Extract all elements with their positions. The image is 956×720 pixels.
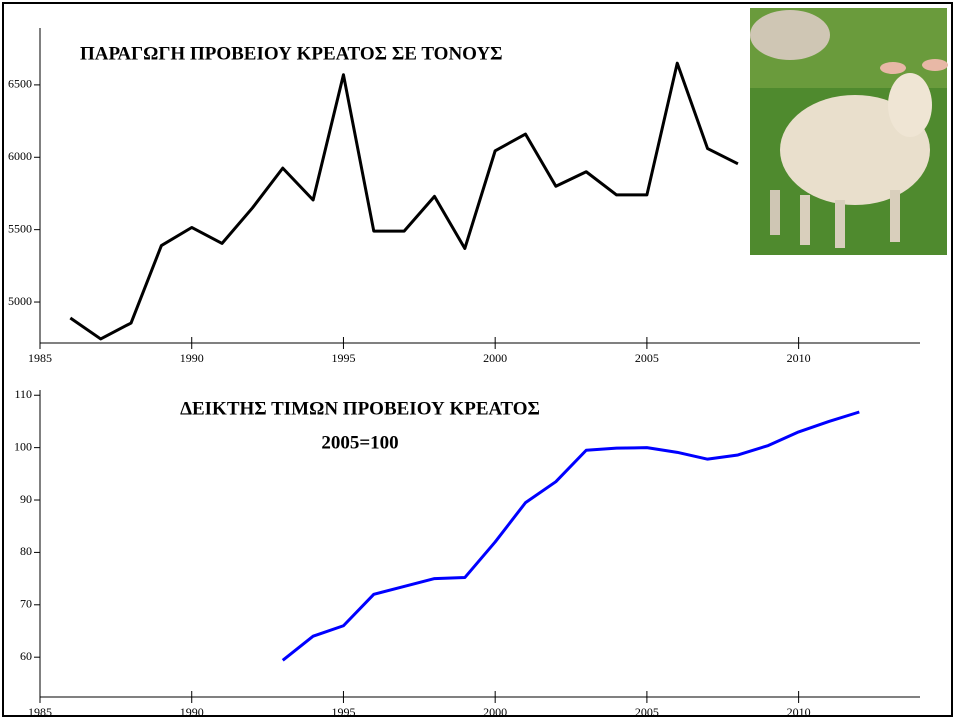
y-tick-label: 110 bbox=[14, 387, 32, 401]
y-tick-label: 100 bbox=[14, 439, 32, 453]
chart-subtitle: 2005=100 bbox=[321, 432, 398, 453]
data-line bbox=[281, 410, 860, 662]
x-tick-label: 1995 bbox=[331, 351, 355, 365]
chart-title: ΠΑΡΑΓΩΓΗ ΠΡΟΒΕΙΟΥ ΚΡΕΑΤΟΣ ΣΕ ΤΟΝΟΥΣ bbox=[80, 43, 503, 64]
y-tick-label: 60 bbox=[20, 649, 32, 663]
x-tick-label: 1985 bbox=[28, 351, 52, 365]
x-tick-label: 2000 bbox=[483, 351, 507, 365]
x-tick-label: 2000 bbox=[483, 705, 507, 719]
y-tick-label: 6500 bbox=[8, 77, 32, 91]
y-tick-label: 70 bbox=[20, 597, 32, 611]
sheep-photo bbox=[750, 8, 948, 255]
x-tick-label: 1990 bbox=[180, 351, 204, 365]
y-tick-label: 5000 bbox=[8, 294, 32, 308]
x-tick-label: 2005 bbox=[635, 705, 659, 719]
x-tick-label: 1990 bbox=[180, 705, 204, 719]
chart-title: ΔΕΙΚΤΗΣ ΤΙΜΩΝ ΠΡΟΒΕΙΟΥ ΚΡΕΑΤΟΣ bbox=[180, 398, 540, 419]
x-tick-label: 1995 bbox=[331, 705, 355, 719]
data-line bbox=[69, 61, 739, 341]
y-tick-label: 5500 bbox=[8, 221, 32, 235]
x-tick-label: 1985 bbox=[28, 705, 52, 719]
x-tick-label: 2010 bbox=[787, 351, 811, 365]
y-tick-label: 80 bbox=[20, 544, 32, 558]
y-tick-label: 6000 bbox=[8, 149, 32, 163]
x-tick-label: 2005 bbox=[635, 351, 659, 365]
y-tick-label: 90 bbox=[20, 492, 32, 506]
x-tick-label: 2010 bbox=[787, 705, 811, 719]
